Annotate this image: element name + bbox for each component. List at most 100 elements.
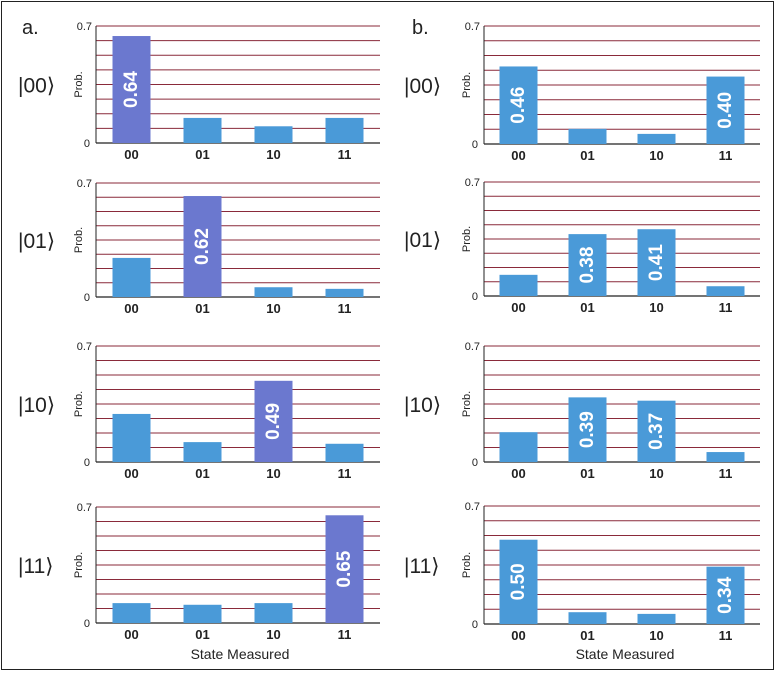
x-tick-label: 01 xyxy=(195,301,209,316)
chart-b-5: 0 0.7 Prob. |01⟩ 00 0.38 01 0.41 10 11 xyxy=(404,177,760,315)
y-axis-label: Prob. xyxy=(73,391,85,417)
x-tick-label: 01 xyxy=(580,148,594,163)
state-ket-label: |10⟩ xyxy=(18,394,55,417)
x-axis-title-a: State Measured xyxy=(191,646,290,662)
y-axis-label: Prob. xyxy=(73,552,85,578)
y-tick-label: 0 xyxy=(84,618,90,630)
x-tick-label: 10 xyxy=(266,147,280,162)
chart-b-4: 0 0.7 Prob. |00⟩ 0.46 00 01 10 0.40 11 xyxy=(404,21,760,163)
x-axis-title-b: State Measured xyxy=(576,646,675,662)
y-tick-label: 0 xyxy=(84,457,90,469)
bar-value-label: 0.38 xyxy=(577,247,598,284)
bar-11 xyxy=(706,286,745,296)
bar-01 xyxy=(183,117,222,143)
bar-10 xyxy=(254,126,293,143)
x-tick-label: 11 xyxy=(719,148,733,163)
bar-00 xyxy=(112,36,151,143)
bar-01 xyxy=(183,604,222,623)
bar-11 xyxy=(325,117,364,143)
y-tick-label: 0.7 xyxy=(465,177,480,189)
chart-a-3: 0 0.7 Prob. |11⟩ 00 01 10 0.65 11 xyxy=(18,502,380,642)
x-tick-label: 10 xyxy=(266,627,280,642)
bar-value-label: 0.34 xyxy=(715,576,736,613)
state-ket-label: |00⟩ xyxy=(18,75,55,98)
y-tick-label: 0.7 xyxy=(465,341,480,353)
bar-10 xyxy=(637,133,676,144)
x-tick-label: 10 xyxy=(649,466,663,481)
x-tick-label: 01 xyxy=(580,300,594,315)
chart-b-6: 0 0.7 Prob. |10⟩ 00 0.39 01 0.37 10 11 xyxy=(404,341,760,481)
bar-value-label: 0.64 xyxy=(121,71,142,108)
bar-11 xyxy=(706,76,745,144)
x-tick-label: 01 xyxy=(195,627,209,642)
bar-value-label: 0.41 xyxy=(646,244,667,281)
x-tick-label: 11 xyxy=(338,466,352,481)
x-tick-label: 10 xyxy=(649,300,663,315)
y-tick-label: 0 xyxy=(472,139,478,151)
x-tick-label: 01 xyxy=(195,147,209,162)
bar-value-label: 0.62 xyxy=(192,228,213,265)
y-tick-label: 0 xyxy=(472,291,478,303)
x-tick-label: 11 xyxy=(338,301,352,316)
y-tick-label: 0.7 xyxy=(77,341,92,353)
bar-01 xyxy=(568,612,607,624)
bar-10 xyxy=(254,380,293,462)
bar-value-label: 0.50 xyxy=(508,563,529,600)
chart-a-1: 0 0.7 Prob. |01⟩ 00 0.62 01 10 11 xyxy=(18,178,380,316)
bar-01 xyxy=(568,397,607,462)
bar-00 xyxy=(499,539,538,624)
x-tick-label: 11 xyxy=(719,300,733,315)
bar-10 xyxy=(637,400,676,462)
bar-10 xyxy=(254,603,293,623)
y-tick-label: 0 xyxy=(84,292,90,304)
y-tick-label: 0 xyxy=(472,619,478,631)
panel-label-b: b. xyxy=(412,17,429,39)
state-ket-label: |11⟩ xyxy=(18,555,53,578)
bar-value-label: 0.49 xyxy=(263,403,284,440)
state-ket-label: |11⟩ xyxy=(404,555,439,578)
bar-value-label: 0.37 xyxy=(646,413,667,450)
y-tick-label: 0.7 xyxy=(77,502,92,514)
y-axis-label: Prob. xyxy=(73,227,85,253)
chart-a-0: 0 0.7 Prob. |00⟩ 0.64 00 01 10 11 xyxy=(18,21,380,162)
bar-00 xyxy=(499,66,538,144)
x-tick-label: 10 xyxy=(266,466,280,481)
bar-value-label: 0.39 xyxy=(577,411,598,448)
x-tick-label: 00 xyxy=(511,466,525,481)
y-axis-label: Prob. xyxy=(73,71,85,97)
bar-10 xyxy=(637,229,676,296)
state-ket-label: |01⟩ xyxy=(404,229,441,252)
x-tick-label: 11 xyxy=(338,627,352,642)
x-tick-label: 11 xyxy=(719,628,733,643)
bar-11 xyxy=(706,452,745,462)
bar-00 xyxy=(112,257,151,297)
x-tick-label: 11 xyxy=(338,147,352,162)
x-tick-label: 00 xyxy=(511,628,525,643)
x-tick-label: 00 xyxy=(124,466,138,481)
bar-11 xyxy=(325,443,364,462)
bar-00 xyxy=(112,603,151,623)
x-tick-label: 01 xyxy=(195,466,209,481)
bar-00 xyxy=(112,413,151,462)
x-tick-label: 00 xyxy=(124,627,138,642)
bar-00 xyxy=(499,274,538,296)
bar-10 xyxy=(254,287,293,297)
x-tick-label: 00 xyxy=(511,300,525,315)
x-tick-label: 00 xyxy=(124,301,138,316)
bar-01 xyxy=(183,442,222,462)
y-tick-label: 0.7 xyxy=(77,178,92,190)
y-axis-label: Prob. xyxy=(461,391,473,417)
y-axis-label: Prob. xyxy=(461,552,473,578)
x-tick-label: 01 xyxy=(580,628,594,643)
y-axis-label: Prob. xyxy=(461,72,473,98)
y-tick-label: 0.7 xyxy=(465,501,480,513)
bar-11 xyxy=(706,566,745,624)
chart-a-2: 0 0.7 Prob. |10⟩ 00 01 0.49 10 11 xyxy=(18,341,380,481)
bar-00 xyxy=(499,432,538,462)
bar-01 xyxy=(568,128,607,144)
y-tick-label: 0 xyxy=(472,457,478,469)
state-ket-label: |10⟩ xyxy=(404,394,441,417)
